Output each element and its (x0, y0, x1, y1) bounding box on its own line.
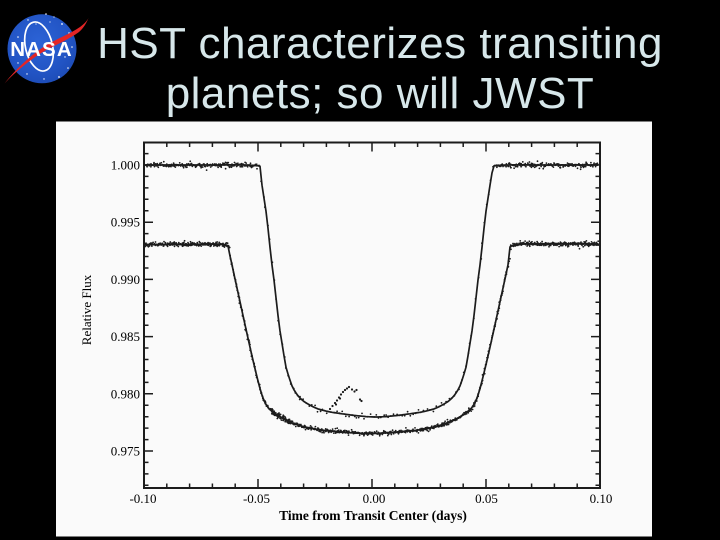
svg-text:1.000: 1.000 (111, 158, 140, 173)
svg-text:Time from Transit Center (days: Time from Transit Center (days) (279, 508, 467, 523)
svg-text:0.980: 0.980 (111, 386, 140, 401)
svg-text:Relative Flux: Relative Flux (79, 274, 94, 345)
svg-text:-0.05: -0.05 (243, 491, 270, 506)
svg-text:0.985: 0.985 (111, 329, 140, 344)
svg-text:0.00: 0.00 (363, 491, 386, 506)
svg-text:0.975: 0.975 (111, 444, 140, 459)
svg-text:0.10: 0.10 (590, 491, 613, 506)
svg-text:0.05: 0.05 (475, 491, 498, 506)
svg-text:0.995: 0.995 (111, 215, 140, 230)
svg-text:NASA: NASA (10, 38, 73, 61)
svg-text:-0.10: -0.10 (129, 491, 156, 506)
svg-text:0.990: 0.990 (111, 272, 140, 287)
